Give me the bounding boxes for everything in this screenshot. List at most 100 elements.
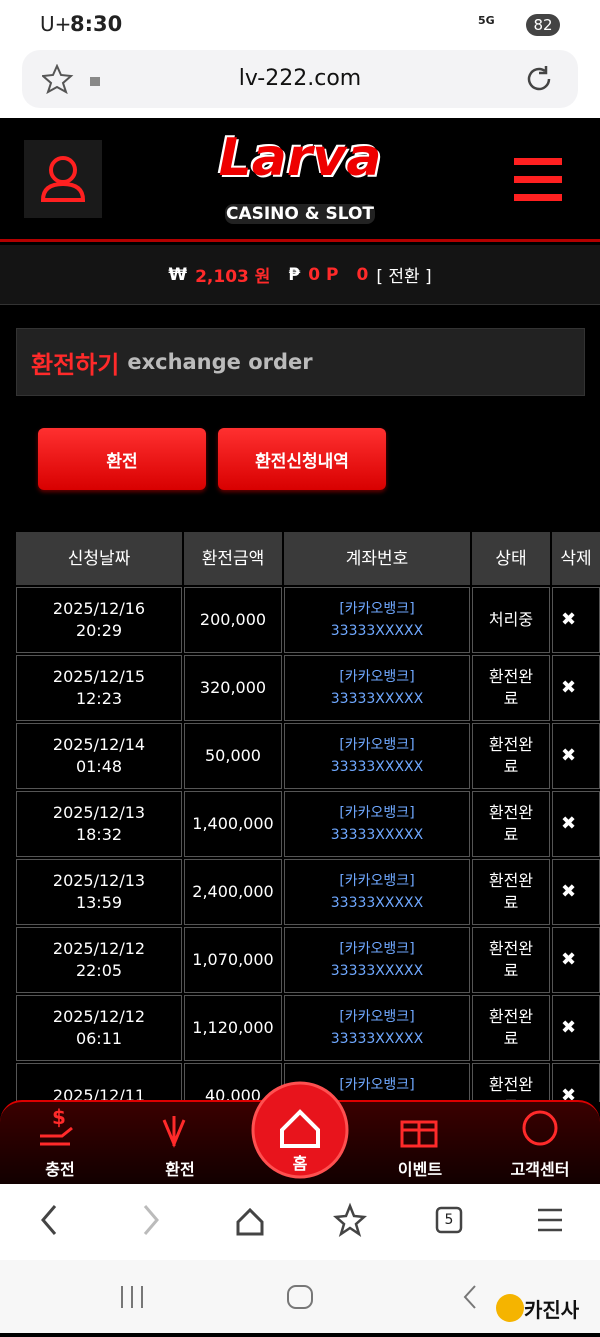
nav-label[interactable]: 홈	[292, 1154, 308, 1173]
account: 33333XXXXX	[330, 895, 424, 911]
svg-text:$: $	[52, 1106, 66, 1129]
account: 33333XXXXX	[330, 623, 424, 639]
date: 2025/12/16	[52, 599, 146, 618]
system-icons	[121, 1285, 524, 1322]
date-cell: 2025/12/13 18:32	[16, 791, 182, 857]
account-cell: [카카오뱅크] 33333XXXXX	[284, 859, 470, 925]
system-nav: 카진사	[0, 1260, 600, 1333]
delete-button[interactable]: ✖	[552, 723, 600, 789]
status: 환전완료	[488, 871, 534, 912]
time: 01:48	[75, 757, 123, 776]
history-button[interactable]: 환전신청내역	[218, 428, 386, 490]
bank: [카카오뱅크]	[339, 1077, 415, 1093]
bookmark-icons	[42, 64, 100, 94]
amount: 1,400,000	[184, 791, 282, 857]
header-cell: 계좌번호	[284, 532, 470, 585]
delete-button[interactable]: ✖	[552, 791, 600, 857]
toolbar-icons	[41, 1202, 562, 1237]
date: 2025/12/12	[52, 939, 146, 958]
date: 2025/12/13	[52, 803, 146, 822]
section-title-box: 환전하기 exchange order	[16, 328, 585, 396]
nav-icons: $	[40, 1106, 558, 1148]
time: 12:23	[75, 689, 123, 708]
account-cell: [카카오뱅크] 33333XXXXX	[284, 791, 470, 857]
date-cell: 2025/12/13 13:59	[16, 859, 182, 925]
time: 06:11	[75, 1029, 123, 1048]
amount: 50,000	[184, 723, 282, 789]
reload-icon[interactable]	[524, 64, 554, 94]
status: 환전완료	[488, 1075, 534, 1102]
logo[interactable]: Larva	[218, 128, 382, 188]
points: 0 P	[308, 264, 339, 285]
exchange-table: 신청날짜 환전금액 계좌번호 상태 삭제 2025/12/16 20:29 200,000 [카…	[16, 532, 600, 1102]
nav-label[interactable]: 고객센터	[510, 1160, 570, 1179]
date: 2025/12/15	[52, 667, 146, 686]
address-bar[interactable]: lv-222.com	[22, 50, 578, 108]
table-row: 2025/12/16 20:29 200,000 [카카오뱅크] 33333XXXXX 처…	[16, 587, 600, 653]
delete-button[interactable]: ✖	[552, 1063, 600, 1102]
status: 환전완료	[488, 1007, 534, 1048]
date-cell: 2025/12/11	[16, 1063, 182, 1102]
status-cell: 처리중	[472, 587, 550, 653]
date-cell: 2025/12/12 06:11	[16, 995, 182, 1061]
status: 처리중	[488, 610, 534, 629]
user-button[interactable]	[24, 140, 102, 218]
date-cell: 2025/12/14 01:48	[16, 723, 182, 789]
balance-bar: ₩ 2,103 원 ₱ 0 P 0 [ 전환 ]	[0, 245, 600, 305]
date-cell: 2025/12/12 22:05	[16, 927, 182, 993]
account-cell: [카카오뱅크] 33333XXXXX	[284, 995, 470, 1061]
bank: [카카오뱅크]	[339, 941, 415, 957]
status-cell: 환전완료	[472, 1063, 550, 1102]
table-row: 2025/12/13 13:59 2,400,000 [카카오뱅크] 33333XXXX…	[16, 859, 600, 925]
status-cell: 환전완료	[472, 927, 550, 993]
logo-sub: CASINO & SLOT	[225, 204, 375, 224]
time: 20:29	[75, 621, 123, 640]
convert-button[interactable]: [ 전환 ]	[376, 267, 432, 287]
nav-label[interactable]: 이벤트	[397, 1160, 443, 1179]
point-symbol: ₱	[288, 264, 301, 285]
delete-button[interactable]: ✖	[552, 927, 600, 993]
section-title: 환전하기	[31, 350, 120, 379]
date: 2025/12/11	[52, 1086, 146, 1102]
header-cell: 상태	[472, 532, 550, 585]
table-header: 신청날짜 환전금액 계좌번호 상태 삭제	[16, 532, 600, 585]
delete-button[interactable]: ✖	[552, 995, 600, 1061]
menu-button[interactable]	[514, 158, 562, 202]
amount: 1,120,000	[184, 995, 282, 1061]
carrier: U+	[40, 12, 72, 36]
table-row: 2025/12/15 12:23 320,000 [카카오뱅크] 33333XXXXX 환…	[16, 655, 600, 721]
account: 33333XXXXX	[330, 691, 424, 707]
date-cell: 2025/12/16 20:29	[16, 587, 182, 653]
date: 2025/12/14	[52, 735, 146, 754]
bank: [카카오뱅크]	[339, 805, 415, 821]
delete-button[interactable]: ✖	[552, 859, 600, 925]
table-row: 2025/12/13 18:32 1,400,000 [카카오뱅크] 33333XXXX…	[16, 791, 600, 857]
account-cell: [카카오뱅크] 33333XXXXX	[284, 723, 470, 789]
network: 5G	[478, 14, 495, 27]
browser-toolbar: 5	[0, 1184, 600, 1260]
date-cell: 2025/12/15 12:23	[16, 655, 182, 721]
account-cell: [카카오뱅크] 33333XXXXX	[284, 587, 470, 653]
nav-label[interactable]: 충전	[45, 1160, 75, 1179]
table-row: 2025/12/12 06:11 1,120,000 [카카오뱅크] 33333XXXX…	[16, 995, 600, 1061]
home-button[interactable]	[250, 1080, 350, 1180]
delete-button[interactable]: ✖	[552, 655, 600, 721]
nav-label[interactable]: 환전	[165, 1160, 195, 1179]
amount: 200,000	[184, 587, 282, 653]
status-cell: 환전완료	[472, 723, 550, 789]
account-cell: [카카오뱅크] 33333XXXXX	[284, 927, 470, 993]
header-cell: 환전금액	[184, 532, 282, 585]
status: 환전완료	[488, 803, 534, 844]
account: 33333XXXXX	[330, 827, 424, 843]
watermark: 카진사	[524, 1298, 580, 1322]
delete-button[interactable]: ✖	[552, 587, 600, 653]
url: lv-222.com	[238, 66, 362, 91]
battery: 82	[526, 14, 560, 36]
status: 환전완료	[488, 939, 534, 980]
account: 33333XXXXX	[330, 759, 424, 775]
bank: [카카오뱅크]	[339, 737, 415, 753]
exchange-button[interactable]: 환전	[38, 428, 206, 490]
account: 33333XXXXX	[330, 1031, 424, 1047]
